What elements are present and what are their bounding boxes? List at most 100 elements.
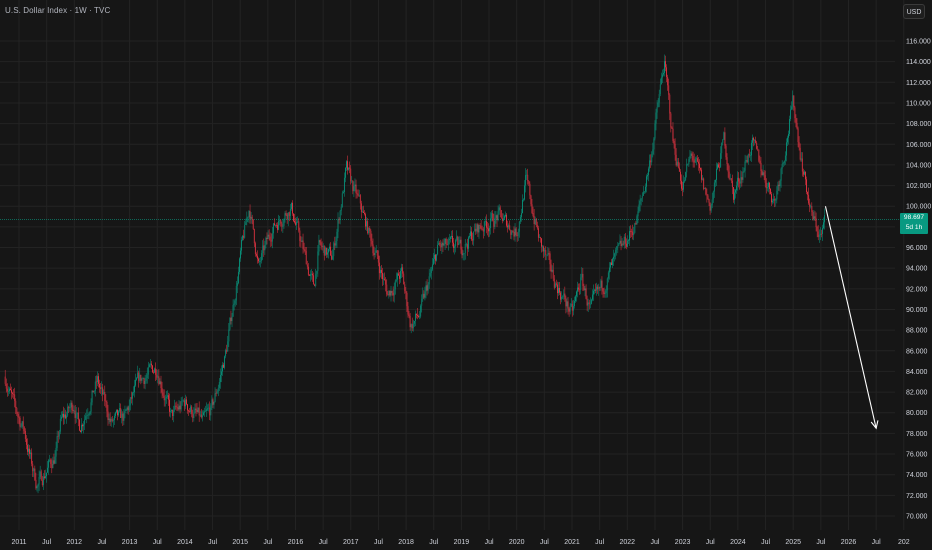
candle-body	[258, 258, 259, 262]
time-tick-label: Jul	[816, 539, 825, 546]
candle-body	[349, 167, 351, 169]
candle-body	[231, 316, 233, 322]
candle-body	[372, 244, 374, 254]
candle-body	[182, 400, 184, 402]
candle-body	[464, 244, 466, 254]
candle-body	[43, 476, 45, 478]
candle-body	[245, 222, 247, 225]
candle-body	[603, 291, 605, 295]
arrow-line[interactable]	[824, 206, 877, 429]
candle-body	[595, 289, 596, 291]
candle-body	[594, 289, 595, 291]
candle-body	[336, 231, 338, 242]
candle-body	[606, 278, 608, 291]
candle-body	[741, 177, 743, 180]
candle-body	[42, 476, 44, 486]
price-tick-label: 86.000	[906, 348, 928, 355]
candle-body	[707, 195, 709, 200]
candle-body	[290, 202, 292, 209]
candle-body	[10, 388, 11, 391]
candle-body	[710, 205, 712, 211]
candle-body	[734, 192, 735, 200]
price-axis[interactable]: 116.000 114.000 112.000 110.000 108.000 106.0…	[906, 39, 931, 521]
candle-body	[78, 419, 80, 431]
candle-body	[614, 253, 616, 257]
candle-body	[669, 94, 671, 114]
candle-body	[540, 237, 541, 239]
candle-body	[700, 167, 701, 170]
candle-body	[241, 239, 242, 251]
candle-body	[577, 287, 578, 292]
candle-body	[239, 258, 240, 272]
candle-body	[505, 214, 506, 217]
candle-body	[451, 235, 452, 237]
candle-body	[442, 242, 444, 246]
candle-body	[774, 199, 776, 201]
candle-body	[333, 243, 335, 257]
candle-body	[708, 199, 710, 203]
candle-body	[351, 180, 353, 182]
price-tick-label: 112.000	[906, 80, 931, 87]
candle-body	[770, 188, 771, 194]
time-axis[interactable]: 2011 Jul 2012 Jul 2013 Jul 2014 Jul 2015 Jul 2016 J…	[11, 539, 909, 546]
candle-body	[192, 414, 194, 419]
candle-body	[777, 184, 779, 191]
candle-body	[94, 381, 96, 391]
candle-body	[101, 387, 103, 389]
candle-body	[318, 240, 320, 252]
candle-body	[157, 376, 159, 378]
candle-body	[234, 300, 236, 304]
candle-body	[130, 397, 132, 399]
candle-body	[246, 217, 248, 223]
candle-body	[564, 293, 566, 300]
candle-body	[453, 242, 454, 248]
candle-body	[718, 164, 719, 168]
time-tick-label: Jul	[540, 539, 549, 546]
candle-body	[275, 225, 276, 226]
candle-body	[279, 220, 281, 221]
candle-body	[585, 288, 587, 299]
candle-body	[262, 245, 264, 254]
candle-body	[407, 306, 409, 315]
candle-body	[92, 390, 94, 393]
candle-body	[480, 225, 482, 229]
candle-body	[438, 243, 440, 245]
last-price-label: 98.697 5d 1h	[900, 213, 928, 234]
candle-body	[129, 397, 131, 406]
candle-body	[155, 368, 157, 375]
candle-body	[639, 201, 641, 205]
candle-body	[123, 412, 125, 421]
candle-body	[484, 221, 486, 222]
candle-body	[580, 277, 582, 290]
candle-body	[107, 411, 109, 420]
candle-body	[29, 448, 30, 454]
candle-body	[524, 185, 525, 200]
candle-body	[50, 459, 52, 464]
candle-body	[501, 218, 503, 222]
candle-body	[778, 184, 780, 186]
candle-body	[46, 472, 47, 477]
candle-body	[55, 447, 57, 457]
candle-body	[439, 243, 441, 245]
candle-body	[582, 273, 584, 287]
candle-body	[771, 193, 772, 203]
candle-body	[665, 61, 666, 68]
candle-body	[347, 161, 348, 170]
candle-body	[522, 199, 523, 214]
price-tick-label: 100.000	[906, 204, 931, 211]
candle-body	[284, 213, 286, 220]
candle-body	[276, 225, 277, 226]
candle-body	[248, 211, 250, 217]
candle-body	[706, 194, 708, 196]
candle-body	[790, 109, 792, 120]
candle-body	[736, 185, 737, 191]
currency-button[interactable]: USD	[903, 4, 925, 19]
candle-body	[645, 186, 646, 192]
candle-body	[193, 412, 195, 419]
last-price-value: 98.697	[903, 214, 925, 221]
candle-body	[361, 211, 363, 213]
candle-body	[225, 350, 227, 357]
candle-body	[822, 228, 823, 234]
candle-body	[533, 215, 535, 224]
